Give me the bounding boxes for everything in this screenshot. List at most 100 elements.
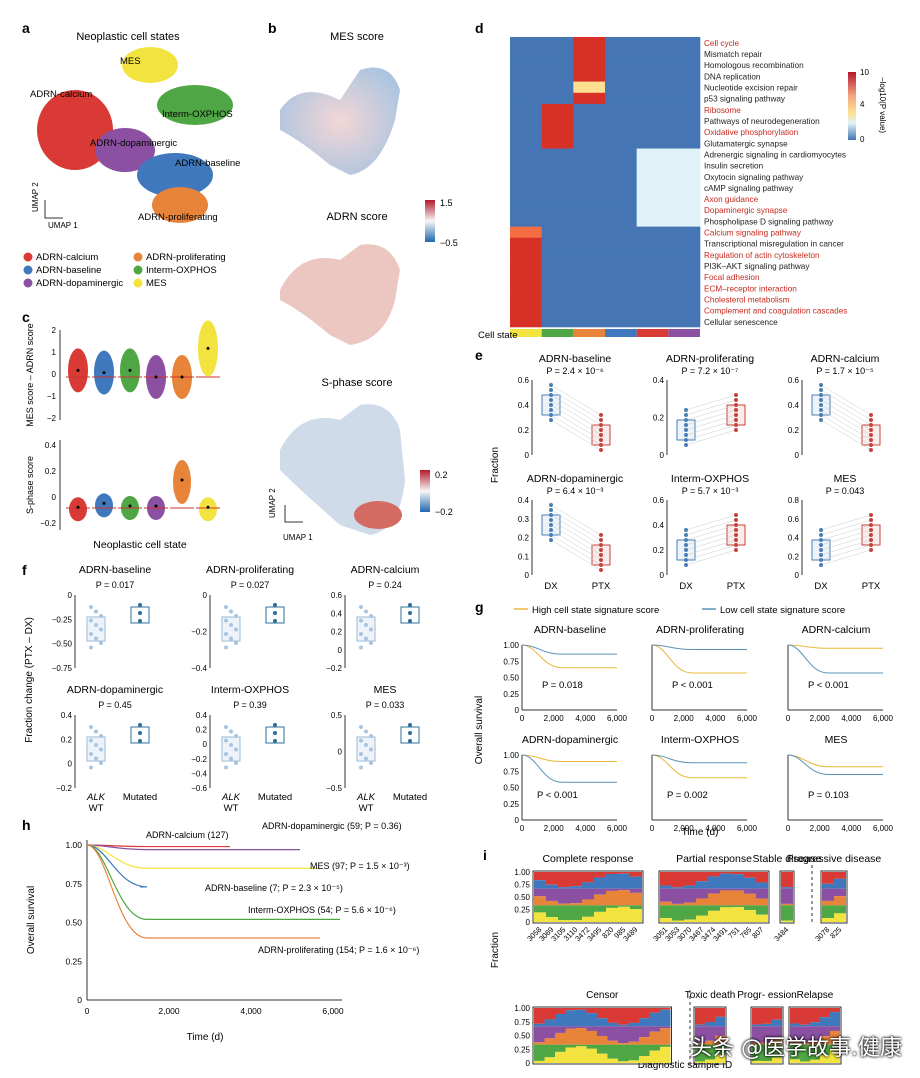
stack-segment [630,892,642,906]
group-title: Progr- ession [737,990,796,1001]
stack-segment [565,1044,576,1048]
stack-segment [756,872,768,883]
heatmap-cell [636,204,669,216]
mutated-point [273,739,277,743]
stack-segment [546,888,558,901]
xtick: 6,000 [873,824,894,833]
xtick: WT [89,803,104,814]
paired-line [820,519,872,536]
dx-point [549,533,553,537]
dx-point [819,538,823,542]
stack-segment [696,872,708,882]
km-title: ADRN-calcium [802,624,871,636]
stack-segment [772,1008,782,1020]
stack-segment [639,1056,650,1063]
km-low-curve [521,754,617,783]
heatmap-cell [510,293,542,305]
wt-point [224,752,228,756]
panel-letter-f: f [22,562,27,578]
paired-line [550,384,602,416]
cluster-adrn-proliferating [152,187,208,223]
stack-segment [705,1008,715,1022]
heatmap-cell [605,137,637,149]
stack-segment [582,888,594,900]
paired-line [685,419,737,436]
stack-segment [762,1008,772,1024]
pathway-label: Phospholipase D signaling pathway [704,217,834,226]
ytick: −2 [47,414,57,423]
wt-point [229,729,233,734]
wt-point [94,609,98,614]
stack-segment [695,1024,705,1027]
stack-segment [618,890,630,906]
stack-segment [570,903,582,906]
median-dot [154,375,158,379]
panel-letter-e: e [475,347,483,363]
stack-segment [822,918,834,922]
ytick: 0.6 [788,376,800,385]
stack-segment [544,1008,555,1020]
dx-point [819,533,823,537]
heatmap-cell [510,92,542,105]
curve-label: Interm-OXPHOS (54; P = 5.6 × 10⁻⁶) [248,905,396,915]
legend-label: ADRN-dopaminergic [36,278,123,289]
wt-point [369,747,373,752]
heatmap-cell [573,48,606,60]
xtick: WT [224,803,239,814]
wt-point [229,609,233,614]
heatmap-cell [573,70,606,82]
ptx-point [599,548,603,552]
heatmap-cell [636,293,669,305]
heatmap-cell [668,70,701,82]
xtick: 4,000 [575,824,596,833]
stack-segment [744,872,756,878]
paired-line [820,549,872,566]
xtick: Mutated [393,792,427,803]
heatmap-cell [668,137,701,149]
ytick: 0.4 [518,401,530,410]
dx-point [549,523,553,527]
heatmap-cell [668,237,701,250]
paired-line [820,404,872,436]
pathway-label: Calcium signaling pathway [704,229,802,238]
stack-segment [618,1024,629,1027]
group-title: Relapse [797,990,834,1001]
km-low-curve [521,644,617,655]
ytick: 0 [525,571,530,580]
heatmap-cell [636,315,669,328]
stack-segment [752,1024,762,1027]
stack-segment [618,1043,629,1045]
box-title: ADRN-calcium [351,564,420,576]
paired-line [820,544,872,561]
xtick: DX [544,581,558,592]
dx-point [549,518,553,522]
stack-segment [565,1008,576,1011]
heatmap-cell [605,226,637,239]
ptx-point [734,548,738,552]
heatmap-cell [510,193,542,205]
heatmap-cell [573,204,606,216]
ytick: 0.6 [653,496,665,505]
ptx-point [869,418,873,422]
cluster-label: ADRN-dopaminergic [90,138,177,149]
stack-segment [715,1035,725,1045]
group-title: Complete response [542,853,633,865]
stack-segment [684,919,696,922]
paired-line [685,424,737,441]
stack-segment [830,1026,840,1031]
dx-point [549,418,553,422]
heatmap-cell [510,81,542,94]
dx-point [684,428,688,432]
stack-segment [546,900,558,906]
heatmap-cell [636,126,669,138]
paired-line [550,539,602,571]
paired-line [550,414,602,446]
stack-segment [820,1008,830,1018]
heatmap-cell [668,315,701,328]
ptx-point [599,538,603,542]
ytick: −0.5 [326,784,342,793]
heatmap-cell [573,115,606,127]
heatmap-cell [668,48,701,60]
heatmap-cell [541,315,574,328]
